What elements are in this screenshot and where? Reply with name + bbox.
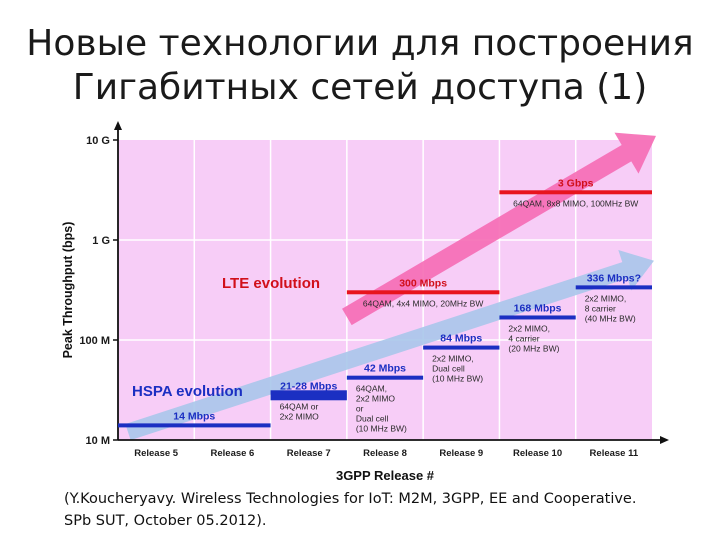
hspa-step-bar — [499, 315, 576, 320]
lte-step-label: 3 Gbps — [558, 177, 594, 189]
title-line-2: Гигабитных сетей доступа (1) — [72, 67, 648, 108]
note-line: Dual cell — [432, 364, 465, 374]
x-tick-label: Release 5 — [134, 448, 179, 459]
note-line: 64QAM, 4x4 MIMO, 20MHz BW — [363, 298, 483, 308]
note-line: 2x2 MIMO — [356, 394, 396, 404]
hspa-step-label: 84 Mbps — [440, 333, 482, 345]
y-tick-label: 100 M — [79, 335, 110, 347]
lte-step-bar — [499, 190, 652, 195]
x-tick-label: Release 6 — [211, 448, 255, 459]
note-line: (20 MHz BW) — [508, 343, 559, 353]
hspa-step-note: 2x2 MIMO, Dual cell (10 MHz BW) — [432, 354, 483, 384]
x-tick-label: Release 11 — [590, 448, 639, 459]
hspa-step-note: 64QAM or 2x2 MIMO — [280, 401, 320, 421]
source-caption: (Y.Koucheryavy. Wireless Technologies fo… — [64, 488, 704, 532]
title-line-1: Новые технологии для построения — [26, 23, 694, 64]
x-tick-label: Release 8 — [363, 448, 407, 459]
x-axis-label: 3GPP Release # — [336, 468, 435, 483]
hspa-step-label: 21-28 Mbps — [280, 380, 337, 392]
slide-title: Новые технологии для построения Гигабитн… — [0, 22, 720, 110]
note-line: 2x2 MIMO, — [432, 354, 474, 364]
note-line: or — [356, 404, 364, 414]
hspa-step-note: 64QAM, 2x2 MIMO or Dual cell (10 MHz BW) — [356, 384, 407, 434]
note-line: Dual cell — [356, 414, 389, 424]
x-tick-label: Release 10 — [513, 448, 562, 459]
lte-step-label: 300 Mbps — [399, 277, 447, 289]
x-tick-label: Release 9 — [439, 448, 483, 459]
y-tick-label: 10 M — [86, 435, 110, 447]
x-tick-label: Release 7 — [287, 448, 331, 459]
lte-evolution-label: LTE evolution — [222, 275, 320, 292]
y-tick-label: 1 G — [92, 235, 110, 247]
note-line: 2x2 MIMO, — [585, 293, 627, 303]
note-line: (10 MHz BW) — [432, 374, 483, 384]
lte-step-note: 64QAM, 4x4 MIMO, 20MHz BW — [363, 298, 483, 308]
caption-line-1: (Y.Koucheryavy. Wireless Technologies fo… — [64, 491, 637, 507]
lte-evolution-arrow — [342, 132, 656, 326]
hspa-step-bar — [346, 375, 424, 380]
hspa-step-label: 14 Mbps — [173, 410, 215, 422]
x-axis-arrow-icon — [660, 436, 669, 444]
y-axis-label: Peak Throughput (bps) — [61, 222, 75, 359]
y-tick-label: 10 G — [86, 135, 110, 147]
note-line: 4 carrier — [508, 333, 539, 343]
hspa-step-bar — [270, 390, 347, 401]
note-line: (40 MHz BW) — [585, 313, 636, 323]
y-axis-arrow-icon — [114, 121, 122, 130]
hspa-step-note: 2x2 MIMO, 8 carrier (40 MHz BW) — [585, 293, 636, 323]
lte-step-note: 64QAM, 8x8 MIMO, 100MHz BW — [513, 198, 638, 208]
hspa-step-bar — [118, 423, 271, 428]
note-line: 64QAM, — [356, 384, 387, 394]
note-line: 64QAM or — [280, 401, 319, 411]
caption-line-2: SPb SUT, October 05.2012). — [64, 513, 267, 529]
note-line: (10 MHz BW) — [356, 424, 407, 434]
note-line: 2x2 MIMO — [280, 411, 320, 421]
hspa-step-label: 168 Mbps — [514, 302, 562, 314]
note-line: 2x2 MIMO, — [508, 323, 550, 333]
lte-step-bar — [346, 290, 500, 295]
hspa-step-note: 2x2 MIMO, 4 carrier (20 MHz BW) — [508, 323, 559, 353]
hspa-step-label: 336 Mbps? — [587, 272, 641, 284]
note-line: 8 carrier — [585, 303, 616, 313]
hspa-evolution-label: HSPA evolution — [132, 383, 243, 400]
hspa-evolution-arrow — [125, 250, 654, 441]
hspa-step-bar — [575, 285, 652, 290]
note-line: 64QAM, 8x8 MIMO, 100MHz BW — [513, 198, 638, 208]
hspa-step-label: 42 Mbps — [364, 363, 406, 375]
hspa-step-bar — [423, 345, 500, 350]
